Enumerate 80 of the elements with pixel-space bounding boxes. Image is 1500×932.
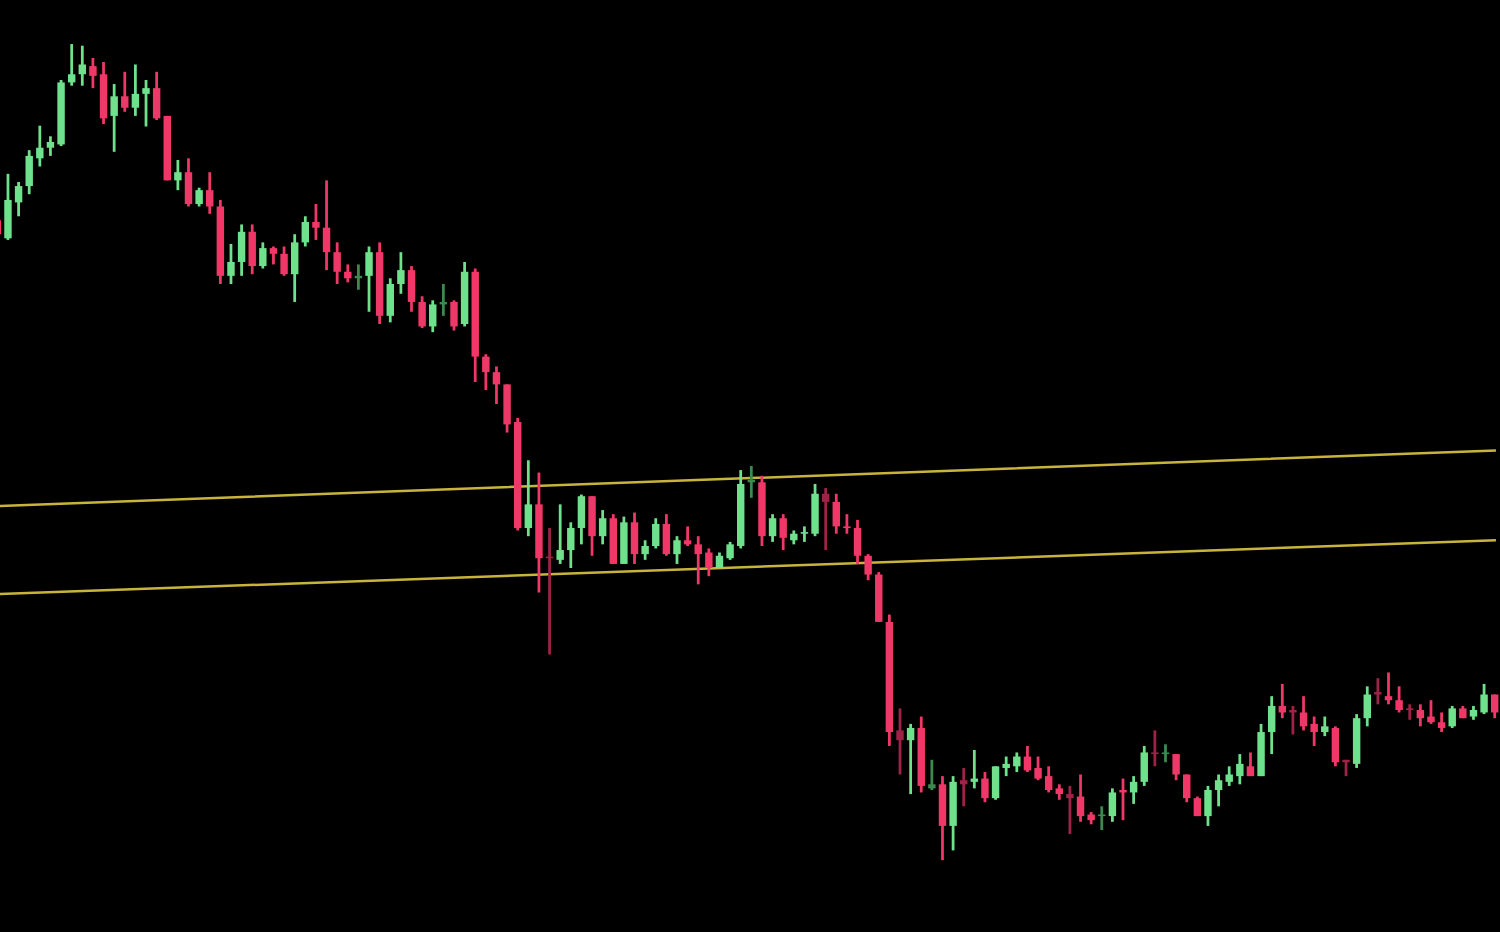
candlestick bbox=[1395, 684, 1403, 714]
candlestick bbox=[142, 78, 150, 128]
candlestick bbox=[1352, 712, 1361, 770]
candlestick bbox=[206, 170, 214, 216]
candlestick bbox=[577, 493, 586, 546]
candlestick bbox=[524, 458, 533, 538]
candlestick bbox=[1257, 722, 1265, 778]
candlestick bbox=[1384, 671, 1393, 706]
candlestick bbox=[896, 707, 904, 776]
candlestick bbox=[237, 223, 246, 278]
candlestick bbox=[184, 156, 193, 208]
candlestick bbox=[333, 241, 341, 286]
candlestick bbox=[1321, 715, 1329, 738]
candlestick bbox=[1331, 724, 1340, 768]
candlestick bbox=[864, 552, 872, 582]
candlestick bbox=[609, 512, 617, 566]
candlestick bbox=[1374, 676, 1382, 706]
candlestick bbox=[1151, 729, 1159, 768]
candlestick bbox=[588, 494, 596, 558]
candlestick bbox=[906, 722, 915, 796]
candlestick bbox=[843, 512, 851, 536]
candlestick bbox=[949, 774, 957, 852]
candlestick bbox=[1204, 784, 1212, 828]
candlestick bbox=[938, 774, 947, 862]
candlestick bbox=[301, 214, 310, 248]
candlestick bbox=[1140, 744, 1148, 788]
candlestick bbox=[620, 515, 628, 566]
candlestick bbox=[121, 70, 129, 114]
candlestick bbox=[67, 42, 76, 88]
candlestick bbox=[131, 63, 140, 118]
candlestick bbox=[418, 294, 426, 330]
candlestick bbox=[482, 352, 490, 392]
candlestick bbox=[652, 516, 660, 550]
candlestick bbox=[259, 241, 267, 270]
candlestick bbox=[312, 202, 320, 242]
candlestick bbox=[1108, 786, 1117, 824]
candlestick bbox=[1066, 784, 1074, 836]
candlestick bbox=[174, 158, 182, 192]
candlestick bbox=[662, 512, 671, 558]
candlestick bbox=[821, 486, 830, 552]
candlestick bbox=[779, 512, 787, 552]
candlestick bbox=[1437, 711, 1446, 734]
candlestick bbox=[290, 232, 299, 304]
candlestick bbox=[683, 525, 692, 548]
candlestick bbox=[1172, 752, 1180, 782]
candlestick bbox=[928, 758, 936, 792]
candlestick bbox=[365, 245, 373, 314]
candlestick bbox=[875, 570, 883, 624]
candlestick bbox=[832, 492, 840, 536]
candlestick bbox=[1267, 694, 1276, 756]
candlestick bbox=[641, 538, 649, 562]
candlestick bbox=[407, 264, 416, 314]
candlestick bbox=[598, 508, 607, 546]
candlestick bbox=[768, 512, 777, 544]
candlestick bbox=[152, 70, 161, 122]
candlestick bbox=[429, 298, 437, 334]
candlestick bbox=[78, 44, 87, 88]
candlestick bbox=[227, 242, 235, 286]
candlestick bbox=[630, 511, 639, 566]
candlestick bbox=[1406, 702, 1414, 722]
candlestick bbox=[322, 178, 331, 272]
candlestick bbox=[110, 82, 118, 154]
candlestick bbox=[960, 766, 968, 808]
candlestick bbox=[450, 298, 458, 332]
candlestick bbox=[853, 518, 862, 566]
candlestick bbox=[1161, 742, 1170, 764]
candlestick bbox=[386, 276, 394, 324]
candlestick bbox=[1448, 704, 1456, 730]
candlestick bbox=[397, 250, 405, 296]
candlestick bbox=[1098, 804, 1106, 832]
candlestick bbox=[492, 365, 501, 406]
candlestick bbox=[981, 770, 989, 804]
candlestick bbox=[567, 520, 575, 570]
candlestick bbox=[1363, 684, 1371, 728]
candlestick bbox=[1183, 773, 1191, 804]
candlestick bbox=[248, 223, 256, 276]
candlestick bbox=[673, 534, 681, 566]
candlestick bbox=[195, 186, 203, 208]
candlestick bbox=[556, 502, 564, 566]
candlestick bbox=[280, 245, 288, 278]
